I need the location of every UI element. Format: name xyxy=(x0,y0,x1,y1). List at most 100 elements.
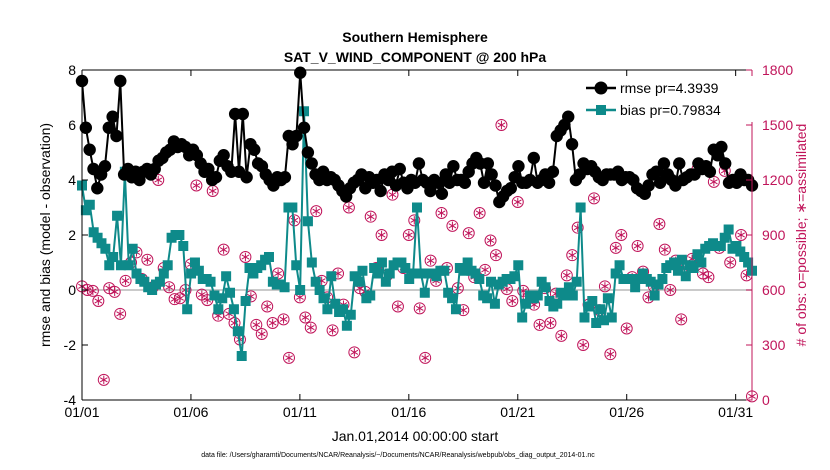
rmse-point-1 xyxy=(79,121,93,134)
rmse-point-164 xyxy=(703,165,717,178)
rmse-point-60 xyxy=(305,157,318,170)
rmse-point-56 xyxy=(290,129,303,143)
obs-assimilated-point-53 xyxy=(366,212,375,221)
y-left-tick-label-2: 0 xyxy=(68,282,76,298)
obs-possible-point-58 xyxy=(391,300,404,313)
bias-point-3 xyxy=(88,227,99,238)
rmse-point-91 xyxy=(424,184,437,198)
y-right-tick-label-6: 1800 xyxy=(762,62,793,78)
rmse-point-43 xyxy=(240,171,253,184)
obs-assimilated-point-106 xyxy=(655,219,664,229)
rmse-point-114 xyxy=(512,160,525,173)
obs-possible-point-68 xyxy=(446,219,459,232)
obs-possible-point-61 xyxy=(408,214,421,227)
bias-point-85 xyxy=(408,268,419,279)
obs-assimilated-point-80 xyxy=(513,197,522,207)
rmse-point-152 xyxy=(657,157,671,170)
obs-assimilated-point-76 xyxy=(492,250,500,260)
rmse-point-151 xyxy=(653,176,667,189)
bias-point-64 xyxy=(326,271,337,282)
rmse-point-118 xyxy=(527,151,540,165)
bias-point-20 xyxy=(154,276,165,287)
bias-point-153 xyxy=(672,265,683,276)
obs-possible-point-100 xyxy=(620,322,633,335)
chart-title-line-2: SAT_V_WIND_COMPONENT @ 200 hPa xyxy=(284,49,547,65)
bias-point-136 xyxy=(606,312,617,323)
bias-point-69 xyxy=(345,309,356,320)
obs-assimilated-point-6 xyxy=(110,287,119,297)
obs-possible-point-91 xyxy=(571,221,584,234)
obs-possible-point-42 xyxy=(304,321,317,334)
bias-point-119 xyxy=(540,282,551,293)
rmse-point-150 xyxy=(650,165,663,178)
obs-possible-point-66 xyxy=(435,207,448,219)
obs-possible-point-35 xyxy=(266,317,279,329)
bias-point-138 xyxy=(614,260,625,271)
y-axis-label-left: rmse and bias (model - observation) xyxy=(37,123,53,347)
obs-possible-point-4 xyxy=(97,373,110,386)
obs-possible-point-88 xyxy=(555,329,568,342)
bias-point-71 xyxy=(353,276,364,287)
obs-assimilated-point-68 xyxy=(448,221,457,231)
bias-point-70 xyxy=(349,271,360,282)
bias-point-164 xyxy=(715,241,726,251)
bias-point-74 xyxy=(365,290,376,301)
obs-possible-point-50 xyxy=(348,346,361,359)
obs-assimilated-point-36 xyxy=(274,269,282,278)
rmse-point-168 xyxy=(719,157,732,170)
obs-assimilated-point-22 xyxy=(197,290,206,299)
bias-point-25 xyxy=(174,230,185,240)
obs-assimilated-point-43 xyxy=(312,206,321,216)
obs-assimilated-point-60 xyxy=(404,230,413,240)
obs-possible-point-106 xyxy=(653,218,666,230)
obs-possible-point-60 xyxy=(402,229,415,241)
obs-possible-point-32 xyxy=(250,318,263,331)
obs-assimilated-point-21 xyxy=(192,181,201,190)
obs-possible-point-108 xyxy=(664,284,677,296)
rmse-point-42 xyxy=(236,107,249,121)
obs-possible-point-55 xyxy=(375,229,388,241)
bias-point-137 xyxy=(610,268,621,279)
bias-point-30 xyxy=(193,265,204,276)
data-file-footnote: data file: /Users/gharamti/Documents/NCA… xyxy=(201,452,595,459)
rmse-point-9 xyxy=(110,129,123,143)
bias-point-120 xyxy=(544,296,555,306)
bias-point-61 xyxy=(314,285,325,295)
obs-possible-point-110 xyxy=(675,313,688,326)
obs-assimilated-point-12 xyxy=(143,255,152,264)
x-tick-label-5: 01/26 xyxy=(609,404,644,420)
bias-point-40 xyxy=(232,326,243,337)
bias-point-88 xyxy=(419,287,430,298)
legend-rmse-marker xyxy=(594,81,608,95)
bias-point-134 xyxy=(598,315,609,326)
obs-assimilated-point-77 xyxy=(497,120,506,130)
bias-point-60 xyxy=(310,276,321,287)
obs-assimilated-point-71 xyxy=(464,228,473,238)
obs-assimilated-point-30 xyxy=(241,252,250,262)
legend: rmse pr=4.3939 bias pr=0.79834 xyxy=(582,76,754,122)
bias-point-46 xyxy=(256,260,267,271)
bias-point-1 xyxy=(80,205,91,216)
obs-assimilated-point-84 xyxy=(535,320,544,330)
y-left-tick-label-6: 8 xyxy=(68,62,76,78)
obs-assimilated-point-8 xyxy=(121,276,130,286)
obs-possible-point-36 xyxy=(272,267,285,280)
obs-assimilated-point-55 xyxy=(377,230,386,240)
bias-point-59 xyxy=(306,257,317,268)
obs-assimilated-point-35 xyxy=(268,318,277,328)
legend-rmse-label: rmse pr=4.3939 xyxy=(620,80,719,96)
bias-point-131 xyxy=(587,296,598,306)
bias-point-33 xyxy=(205,276,216,287)
obs-assimilated-point-26 xyxy=(219,245,228,254)
obs-assimilated-point-73 xyxy=(475,208,484,218)
plot-area xyxy=(82,70,752,400)
rmse-point-58 xyxy=(297,121,311,134)
rmse-point-107 xyxy=(485,168,498,181)
bias-point-94 xyxy=(443,287,454,298)
obs-assimilated-point-79 xyxy=(508,296,517,306)
rmse-point-2 xyxy=(83,143,96,156)
obs-assimilated-point-75 xyxy=(486,236,495,245)
bias-point-148 xyxy=(653,279,664,290)
x-tick-label-0: 01/01 xyxy=(64,404,99,420)
bias-point-54 xyxy=(287,202,298,213)
